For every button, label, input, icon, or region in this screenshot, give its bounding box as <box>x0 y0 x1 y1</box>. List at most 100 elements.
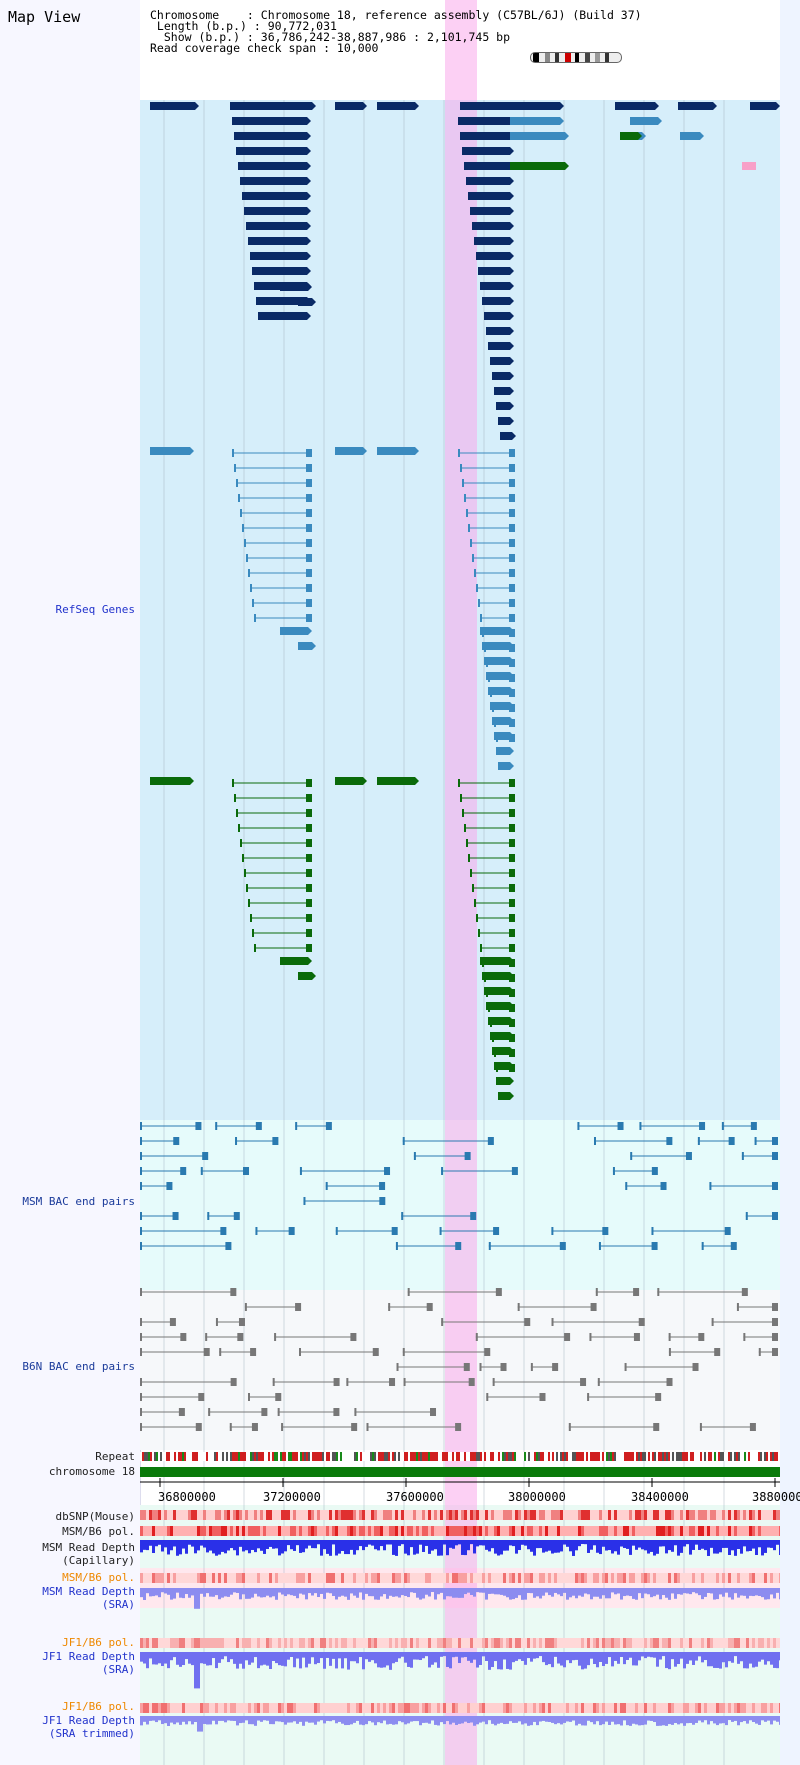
repeat-element <box>402 1452 404 1461</box>
heat-cell <box>671 1703 674 1713</box>
heat-cell <box>614 1638 617 1648</box>
axis-tick-label: 38000000 <box>508 1490 566 1504</box>
heat-cell <box>602 1526 605 1536</box>
heat-cell <box>638 1526 641 1536</box>
heat-cell <box>692 1573 695 1583</box>
depth-bar <box>728 1716 731 1721</box>
heat-cell <box>212 1573 215 1583</box>
heat-cell <box>404 1510 407 1520</box>
depth-bar <box>323 1540 326 1550</box>
repeat-element <box>744 1452 746 1461</box>
depth-bar <box>371 1716 374 1723</box>
repeat-element <box>164 1452 166 1461</box>
depth-bar <box>665 1652 668 1669</box>
heat-cell <box>611 1573 614 1583</box>
repeat-element <box>216 1452 218 1461</box>
heat-cell <box>620 1638 623 1648</box>
depth-bar <box>350 1716 353 1725</box>
depth-bar <box>404 1716 407 1725</box>
repeat-element <box>246 1452 248 1461</box>
heat-cell <box>389 1526 392 1536</box>
depth-bar <box>275 1588 278 1600</box>
transcript-exon <box>509 449 515 457</box>
heat-cell <box>536 1510 539 1520</box>
gene-model-arrow <box>510 762 514 770</box>
heat-cell <box>299 1638 302 1648</box>
heat-cell <box>251 1573 254 1583</box>
msm-bac-label[interactable]: MSM BAC end pairs <box>22 1195 135 1208</box>
heat-cell <box>329 1638 332 1648</box>
heat-cell <box>635 1510 638 1520</box>
depth-bar <box>329 1716 332 1722</box>
depth-bar <box>350 1588 353 1594</box>
depth-bar <box>602 1588 605 1596</box>
depth-bar <box>350 1652 353 1662</box>
gene-model <box>496 1077 510 1085</box>
heat-cell <box>245 1573 248 1583</box>
depth-bar <box>503 1540 506 1551</box>
heat-cell <box>185 1703 188 1713</box>
heat-cell <box>668 1510 671 1520</box>
gene-model <box>492 717 510 725</box>
heat-cell <box>626 1510 629 1520</box>
depth-bar <box>326 1652 329 1658</box>
heat-cell <box>737 1703 740 1713</box>
transcript-exon <box>509 839 515 847</box>
chromosome-ideogram[interactable] <box>530 52 622 63</box>
repeat-element <box>318 1452 320 1461</box>
heat-cell <box>338 1573 341 1583</box>
heat-cell <box>209 1703 212 1713</box>
depth-bar <box>572 1540 575 1556</box>
heat-cell <box>332 1573 335 1583</box>
depth-bar <box>314 1588 317 1594</box>
gene-model-arrow <box>510 312 514 320</box>
heat-cell <box>359 1526 362 1536</box>
depth-bar <box>431 1540 434 1551</box>
gene-model <box>680 132 700 140</box>
gene-model <box>498 417 510 425</box>
heat-cell <box>776 1573 779 1583</box>
heat-cell <box>560 1703 563 1713</box>
depth-bar <box>764 1716 767 1722</box>
depth-bar <box>461 1588 464 1598</box>
heat-cell <box>383 1703 386 1713</box>
transcript-exon-start <box>236 809 238 817</box>
repeat-element <box>148 1452 150 1461</box>
heat-cell <box>218 1638 221 1648</box>
heat-cell <box>728 1703 731 1713</box>
heat-cell <box>467 1638 470 1648</box>
depth-bar <box>644 1652 647 1659</box>
show-line: Show (b.p.) : 36,786,242-38,887,986 : 2,… <box>150 30 511 44</box>
heat-cell <box>611 1526 614 1536</box>
repeat-element <box>572 1452 574 1461</box>
heat-cell <box>197 1638 200 1648</box>
b6n-bac-label[interactable]: B6N BAC end pairs <box>22 1360 135 1373</box>
depth-bar <box>461 1652 464 1658</box>
refseq-label[interactable]: RefSeq Genes <box>55 603 135 616</box>
heat-cell <box>557 1703 560 1713</box>
depth-bar <box>608 1652 611 1658</box>
heat-cell <box>371 1510 374 1520</box>
heat-cell <box>311 1510 314 1520</box>
heat-cell <box>503 1703 506 1713</box>
heat-cell <box>494 1526 497 1536</box>
heat-cell <box>413 1526 416 1536</box>
heat-cell <box>185 1573 188 1583</box>
heat-cell <box>266 1638 269 1648</box>
depth-bar <box>266 1652 269 1666</box>
repeat-element <box>228 1452 230 1461</box>
right-margin <box>780 0 800 1765</box>
depth-bar <box>206 1540 209 1553</box>
depth-bar <box>569 1652 572 1664</box>
depth-bar <box>392 1652 395 1664</box>
gene-model-arrow <box>510 1062 514 1070</box>
heat-cell <box>302 1510 305 1520</box>
bac-pair-exon-start <box>589 1333 592 1341</box>
depth-bar <box>437 1540 440 1556</box>
repeat-element <box>530 1452 532 1461</box>
repeat-element <box>282 1452 284 1461</box>
heat-cell <box>779 1573 780 1583</box>
transcript-exon <box>509 494 515 502</box>
repeat-element <box>338 1452 340 1461</box>
depth-bar <box>404 1588 407 1596</box>
